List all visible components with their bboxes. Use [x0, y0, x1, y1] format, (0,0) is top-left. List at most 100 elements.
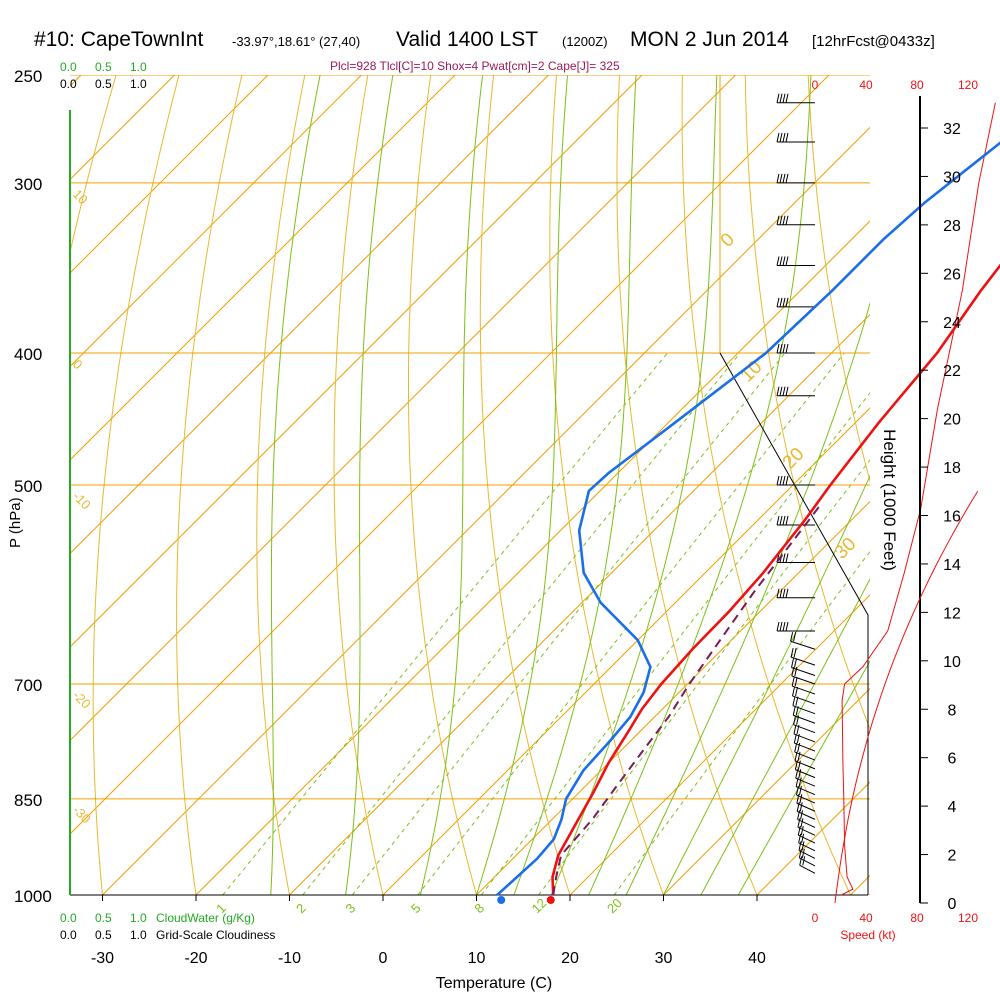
wind-barb-feather [779, 93, 783, 103]
isotherm-label: -20 [70, 688, 94, 712]
moist-adiabat-grid [270, 75, 870, 895]
wind-barb-feather [798, 769, 802, 779]
temperature-tick-label: 10 [468, 950, 486, 967]
wind-barb-feather [776, 343, 780, 354]
wind-barb-feather [797, 818, 801, 828]
x-axis-title: Temperature (C) [436, 975, 552, 992]
wind-barb-feather [791, 676, 795, 687]
wind-barb-feather [776, 621, 780, 632]
wind-barb-feather [795, 777, 799, 787]
moist-adiabat-line [345, 75, 394, 895]
speed-axis-title: Speed (kt) [840, 928, 895, 942]
isotherm-line [663, 687, 870, 895]
height-tick-label: 12 [943, 605, 961, 622]
wind-barb [794, 760, 816, 770]
pressure-tick-label: 400 [14, 345, 42, 364]
cloudiness-tick-bottom: 0.5 [95, 928, 112, 942]
height-tick-label: 6 [948, 751, 957, 768]
height-tick-label: 16 [943, 509, 961, 526]
wind-barb-feather [794, 760, 798, 770]
temperature-tick-label: -30 [91, 950, 114, 967]
wind-barb-feather [776, 386, 780, 396]
station-coords: -33.97°,18.61° (27,40) [232, 34, 361, 49]
wind-barb-feather [797, 810, 801, 820]
wind-barb [799, 864, 816, 874]
wind-barb-feather [791, 658, 794, 668]
wind-barb-feather [798, 833, 802, 843]
sounding-series [496, 141, 1000, 904]
wind-barb-feather [782, 297, 786, 308]
wind-barb [797, 818, 816, 828]
wind-barb-feather [785, 173, 789, 183]
isotherm-label: -30 [70, 802, 94, 826]
wind-barb-feather [794, 666, 798, 677]
wind-barb-feather [802, 856, 806, 866]
dry-adiabat-line [408, 75, 477, 895]
stability-indices: Plcl=928 Tlcl[C]=10 Shox=4 Pwat[cm]=2 Ca… [330, 59, 620, 73]
wind-barb-feather [785, 132, 789, 143]
cloud-water-tick-bottom: 0.5 [95, 911, 112, 925]
wind-barbs [776, 93, 816, 874]
temperature-tick-label: 0 [379, 950, 388, 967]
height-tick-label: 20 [943, 412, 961, 429]
wind-barb-feather [782, 132, 786, 143]
wind-barb-feather [782, 173, 786, 183]
mixing-ratio-line [613, 550, 870, 895]
wind-barb-feather [785, 343, 789, 354]
speed-tick-bottom: 0 [812, 911, 819, 925]
height-tick-label: 32 [943, 121, 961, 138]
height-tick-label: 24 [943, 315, 961, 332]
wind-barb [790, 656, 816, 666]
dry-adiabat-line [681, 75, 851, 895]
wind-barb-feather [776, 256, 780, 266]
mixing-ratio-label: 8 [471, 900, 487, 916]
mixing-ratio-label: 12 [529, 895, 550, 916]
temperature-tick-label: 20 [561, 950, 579, 967]
wind-barb-feather [776, 132, 780, 143]
wind-barb [798, 849, 816, 859]
wind-barb-feather [779, 215, 783, 225]
wind-barb-feather [779, 515, 783, 526]
moist-adiabat-line [476, 75, 568, 895]
pressure-tick-label: 700 [14, 676, 42, 695]
isotherm-label: 20 [779, 444, 809, 474]
wind-barb-feather [795, 706, 799, 716]
wind-speed-profile [841, 102, 996, 896]
speed-tick-top: 80 [910, 78, 924, 92]
wind-barb-feather [779, 297, 783, 308]
wind-barb-feather [790, 632, 794, 642]
isotherm-label: 30 [831, 534, 861, 564]
speed-tick-bottom: 40 [859, 911, 873, 925]
speed-tick-bottom: 80 [910, 911, 924, 925]
moist-adiabat-line [270, 75, 321, 895]
wind-barb-feather [799, 802, 803, 812]
dry-adiabat-line [479, 75, 571, 895]
wind-barb-feather [793, 724, 797, 735]
wind-barb-feather [782, 93, 786, 103]
isobar-grid [70, 75, 870, 895]
wind-barb-feather [782, 515, 786, 526]
cloudiness-tick-bottom: 1.0 [130, 928, 147, 942]
wind-speed-line [841, 102, 996, 896]
isotherm-line [70, 75, 362, 368]
mixing-ratio-line [302, 352, 741, 895]
dry-adiabat-grid [70, 75, 870, 895]
wind-barb-feather [779, 132, 783, 143]
wind-barb [791, 685, 816, 695]
wind-barb-feather [776, 93, 780, 103]
cloudiness-tick-top: 0.5 [95, 77, 112, 91]
isotherm-line [850, 874, 870, 895]
temperature-line [551, 263, 1000, 896]
wind-barb [791, 667, 816, 676]
cloud-water-tick-bottom: 0.0 [60, 911, 77, 925]
pressure-tick-label: 1000 [14, 887, 52, 906]
wind-barb-feather [796, 715, 800, 725]
temperature-tick-label: -20 [184, 950, 207, 967]
mixing-ratio-label: 3 [342, 900, 358, 916]
station-title: #10: CapeTownInt [34, 28, 204, 51]
wind-barb-feather [801, 841, 805, 851]
plot-region-outline [70, 75, 869, 896]
height-tick-label: 4 [948, 799, 957, 816]
mixing-ratio-line [351, 352, 786, 895]
mixing-ratio-line [222, 352, 668, 895]
